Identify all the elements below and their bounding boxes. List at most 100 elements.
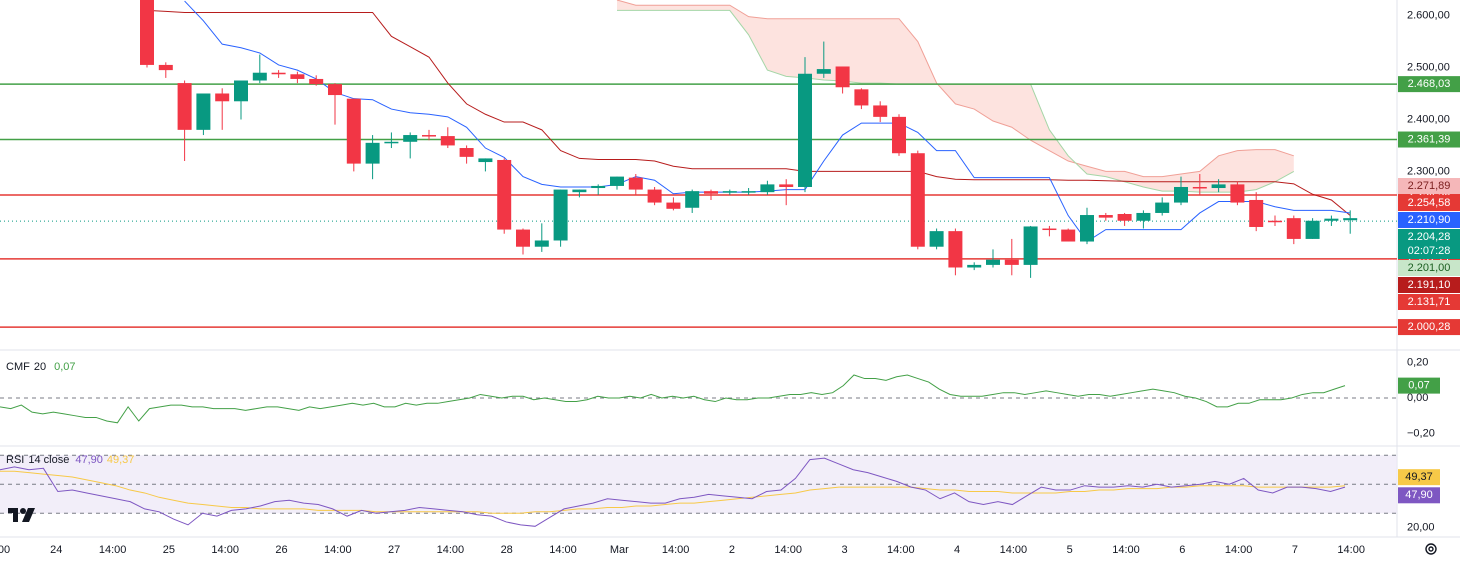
candle [572, 189, 587, 198]
countdown-label: 02:07:28 [1408, 245, 1451, 257]
level-badge-label: 2.468,03 [1408, 78, 1451, 90]
candle-body [384, 141, 399, 144]
price-badge [1398, 178, 1460, 195]
time-tick-label: 14:00 [1112, 544, 1140, 556]
candle [873, 101, 888, 123]
cmf-current-value: 0,07 [54, 361, 76, 373]
candle [1286, 215, 1301, 245]
candle-body [1268, 220, 1282, 223]
candle [1305, 218, 1320, 239]
candle [760, 180, 775, 195]
candle-body [516, 229, 530, 247]
candle-body [610, 176, 624, 186]
candle [892, 114, 906, 156]
rsi-ma-line [0, 470, 1346, 514]
candle-body [158, 64, 173, 71]
candle [1230, 181, 1245, 206]
candle-body [835, 66, 850, 88]
candle [1042, 225, 1057, 237]
time-tick-label: Mar [610, 544, 629, 556]
candle [309, 75, 324, 86]
time-tick-label: 28 [501, 544, 513, 556]
level-badge-label: 2.000,28 [1408, 321, 1451, 333]
candle-body [196, 93, 211, 130]
candle [986, 249, 1000, 268]
candle [177, 80, 192, 162]
time-tick-label: 00 [0, 544, 10, 556]
candle [1004, 238, 1019, 276]
price-tick-label: 2.600,00 [1407, 9, 1450, 21]
candle-body [741, 191, 756, 193]
candle [1098, 212, 1113, 221]
time-tick-label: 14:00 [211, 544, 239, 556]
candle [666, 197, 681, 211]
candle-body [215, 93, 230, 102]
candle [1117, 212, 1132, 226]
candle-body [798, 73, 812, 187]
candle [798, 57, 812, 193]
cmf-badge [1398, 377, 1440, 394]
candle-body [1098, 215, 1113, 218]
candle [1061, 228, 1076, 242]
candle [929, 228, 944, 250]
time-tick-label: 14:00 [324, 544, 352, 556]
candle [948, 228, 963, 276]
candle [140, 0, 154, 68]
rsi-title: RSI [6, 454, 25, 466]
level-badge [1398, 319, 1460, 336]
candle-body [873, 105, 888, 117]
rsi-legend: RSI 14 close 47,90 49,37 [6, 454, 134, 466]
price-badge [1398, 195, 1460, 212]
candle [1023, 225, 1038, 278]
candle-body [1249, 199, 1264, 227]
level-badge-label: 2.361,39 [1408, 133, 1451, 145]
candle [440, 127, 455, 149]
candle-body [1117, 213, 1132, 221]
time-tick-label: 7 [1292, 544, 1298, 556]
time-tick-label: 14:00 [437, 544, 465, 556]
price-badge-label: 2.191,10 [1408, 279, 1451, 291]
candle-body [1174, 186, 1188, 203]
rsi-line [0, 457, 1346, 527]
candle [854, 88, 869, 110]
candle [290, 71, 305, 84]
rsi-current-value: 47,90 [75, 454, 103, 466]
cmf-line [0, 374, 1346, 424]
candle-body [309, 78, 324, 85]
candle-body [1230, 184, 1245, 203]
candle-body [591, 185, 606, 189]
cloud-upper-edge [616, 0, 1294, 178]
candle [1324, 215, 1339, 226]
time-tick-label: 27 [388, 544, 400, 556]
candle-body [553, 189, 568, 241]
time-tick-label: 14:00 [662, 544, 690, 556]
candle [497, 158, 512, 234]
time-tick-label: 2 [729, 544, 735, 556]
candle-body [1023, 226, 1038, 265]
candle-body [1004, 259, 1019, 265]
candle [234, 80, 248, 120]
price-badge [1398, 212, 1460, 229]
candle [647, 186, 662, 206]
price-badge [1398, 260, 1460, 277]
candle-body [892, 116, 906, 154]
candle-body [328, 84, 342, 96]
cmf-period: 20 [33, 361, 47, 373]
settings-gear-icon[interactable] [1424, 542, 1438, 561]
candle-body [779, 184, 794, 187]
candle-body [910, 153, 925, 247]
time-tick-label: 14:00 [774, 544, 802, 556]
candle-body [647, 189, 662, 203]
cmf-title: CMF [6, 361, 30, 373]
candle [196, 93, 211, 136]
candle [1268, 215, 1282, 226]
candle-body [1061, 229, 1076, 242]
time-tick-label: 5 [1067, 544, 1073, 556]
candle-body [986, 259, 1000, 265]
level-badge [1398, 76, 1460, 93]
tradingview-logo-icon[interactable] [8, 506, 40, 529]
candle-body [685, 191, 700, 208]
candle-body [1080, 215, 1094, 242]
candle [779, 179, 794, 206]
